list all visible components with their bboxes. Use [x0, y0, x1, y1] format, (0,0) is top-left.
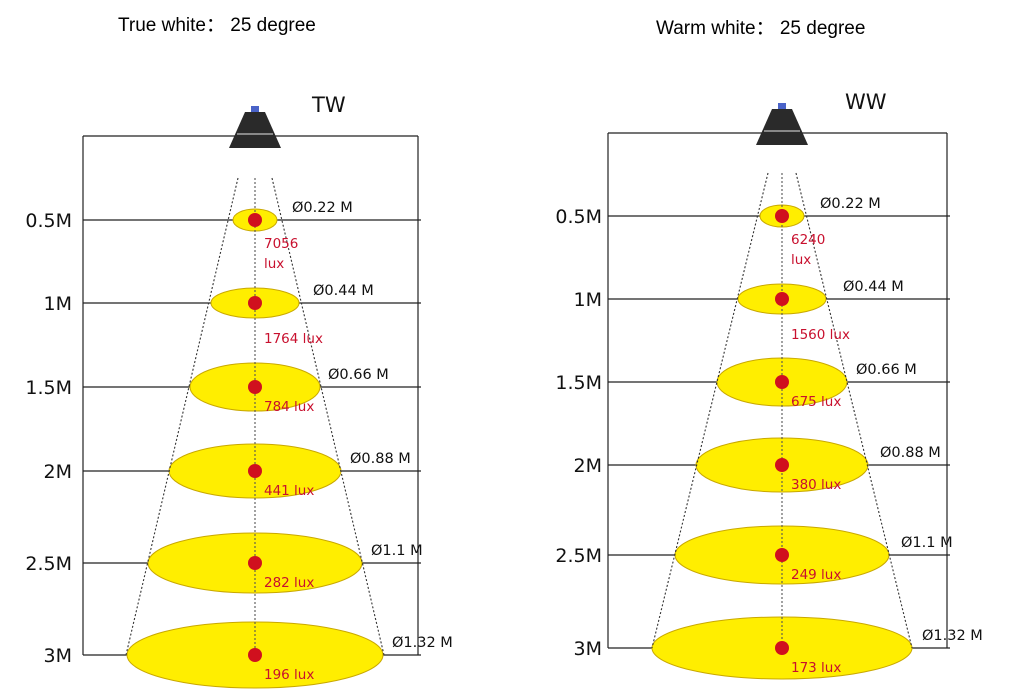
diameter-label: Ø1.32 M: [392, 635, 453, 651]
center-dot: [775, 641, 789, 655]
diameter-label: Ø0.22 M: [292, 200, 353, 216]
distance-label: 0.5M: [25, 210, 72, 232]
lux-label: 675 lux: [791, 394, 841, 410]
lux-label: 1764 lux: [264, 331, 323, 347]
distance-label: 2.5M: [555, 545, 602, 567]
center-dot: [248, 296, 262, 310]
center-dot: [248, 213, 262, 227]
lamp-icon: [756, 103, 808, 145]
beam-edge-left: [125, 177, 239, 656]
diameter-label: Ø0.44 M: [313, 283, 374, 299]
lux-label: 441 lux: [264, 483, 314, 499]
distance-label: 2M: [574, 455, 602, 477]
distance-label: 1M: [574, 289, 602, 311]
diameter-label: Ø1.1 M: [371, 543, 423, 559]
center-dot: [248, 464, 262, 478]
diameter-label: Ø0.22 M: [820, 196, 881, 212]
beam-edge-right: [795, 172, 913, 649]
diameter-label: Ø0.66 M: [856, 362, 917, 378]
distance-label: 3M: [44, 645, 72, 667]
lamp-pins: [251, 106, 259, 112]
diameter-label: Ø0.88 M: [350, 451, 411, 467]
lux-label: 282 lux: [264, 575, 314, 591]
center-dot: [775, 375, 789, 389]
center-dot: [775, 292, 789, 306]
diameter-label: Ø0.44 M: [843, 279, 904, 295]
panel-ww: WW 0.5M 1M 1.5M 2M 2.5M 3M Ø0.22 M Ø0.44 M Ø0.66 …: [555, 90, 983, 680]
diameter-label: Ø1.32 M: [922, 628, 983, 644]
panel-title-true-white: True white： 25 degree: [118, 15, 316, 36]
panel-title-warm-white: Warm white： 25 degree: [656, 18, 866, 39]
lux-label: lux: [791, 252, 811, 268]
lux-label: 6240: [791, 232, 825, 248]
panel-tw: TW 0.5M 1M 1.5M 2M 2.5M 3M Ø0.22 M Ø0.44 M Ø0.66 …: [25, 93, 453, 689]
distance-label: 3M: [574, 638, 602, 660]
lux-label: 784 lux: [264, 399, 314, 415]
lux-label: 196 lux: [264, 667, 314, 683]
center-dot: [775, 548, 789, 562]
center-dot: [248, 648, 262, 662]
diameter-label: Ø1.1 M: [901, 535, 953, 551]
center-dot: [775, 458, 789, 472]
panel-code-label: TW: [311, 93, 346, 117]
diameter-label: Ø0.66 M: [328, 367, 389, 383]
lux-label: 7056: [264, 236, 298, 252]
distance-label: 1.5M: [555, 372, 602, 394]
lamp-icon: [229, 106, 281, 148]
lux-label: 380 lux: [791, 477, 841, 493]
lamp-body: [756, 109, 808, 145]
beam-edge-left: [651, 172, 769, 649]
lamp-body: [229, 112, 281, 148]
lux-label: 1560 lux: [791, 327, 850, 343]
lux-label: lux: [264, 256, 284, 272]
distance-label: 2M: [44, 461, 72, 483]
beam-edge-right: [271, 177, 385, 656]
distance-label: 0.5M: [555, 206, 602, 228]
distance-label: 1M: [44, 293, 72, 315]
lux-label: 173 lux: [791, 660, 841, 676]
center-dot: [248, 380, 262, 394]
center-dot: [248, 556, 262, 570]
diameter-label: Ø0.88 M: [880, 445, 941, 461]
lamp-pins: [778, 103, 786, 109]
lux-label: 249 lux: [791, 567, 841, 583]
distance-label: 2.5M: [25, 553, 72, 575]
panel-code-label: WW: [845, 90, 887, 114]
distance-label: 1.5M: [25, 377, 72, 399]
center-dot: [775, 209, 789, 223]
